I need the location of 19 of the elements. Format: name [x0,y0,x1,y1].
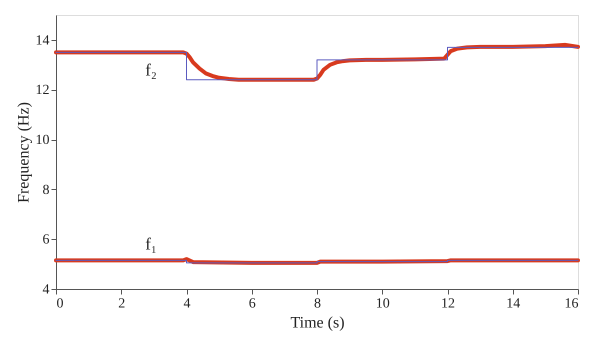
y-tick-label: 8 [42,182,50,198]
x-axis-title: Time (s) [290,314,345,332]
x-tick-label: 14 [506,296,520,312]
y-tick-label: 4 [42,282,50,298]
x-tick-label: 6 [248,296,256,312]
series-label: f₂ [145,60,157,80]
x-tick-label: 4 [184,296,190,312]
x-tick-label: 16 [564,296,578,312]
x-tick-label: 0 [56,296,64,312]
y-tick-label: 6 [42,232,50,248]
x-tick-label: 10 [376,296,390,312]
x-tick-label: 2 [118,296,126,312]
y-tick-label: 10 [36,133,50,148]
y-tick-label: 12 [36,83,50,98]
x-tick-label: 8 [314,296,321,312]
x-tick-label: 12 [441,296,455,312]
y-axis-title: Frequency (Hz) [16,102,32,203]
series-label: f₁ [145,234,157,254]
y-tick-label: 14 [36,33,50,48]
